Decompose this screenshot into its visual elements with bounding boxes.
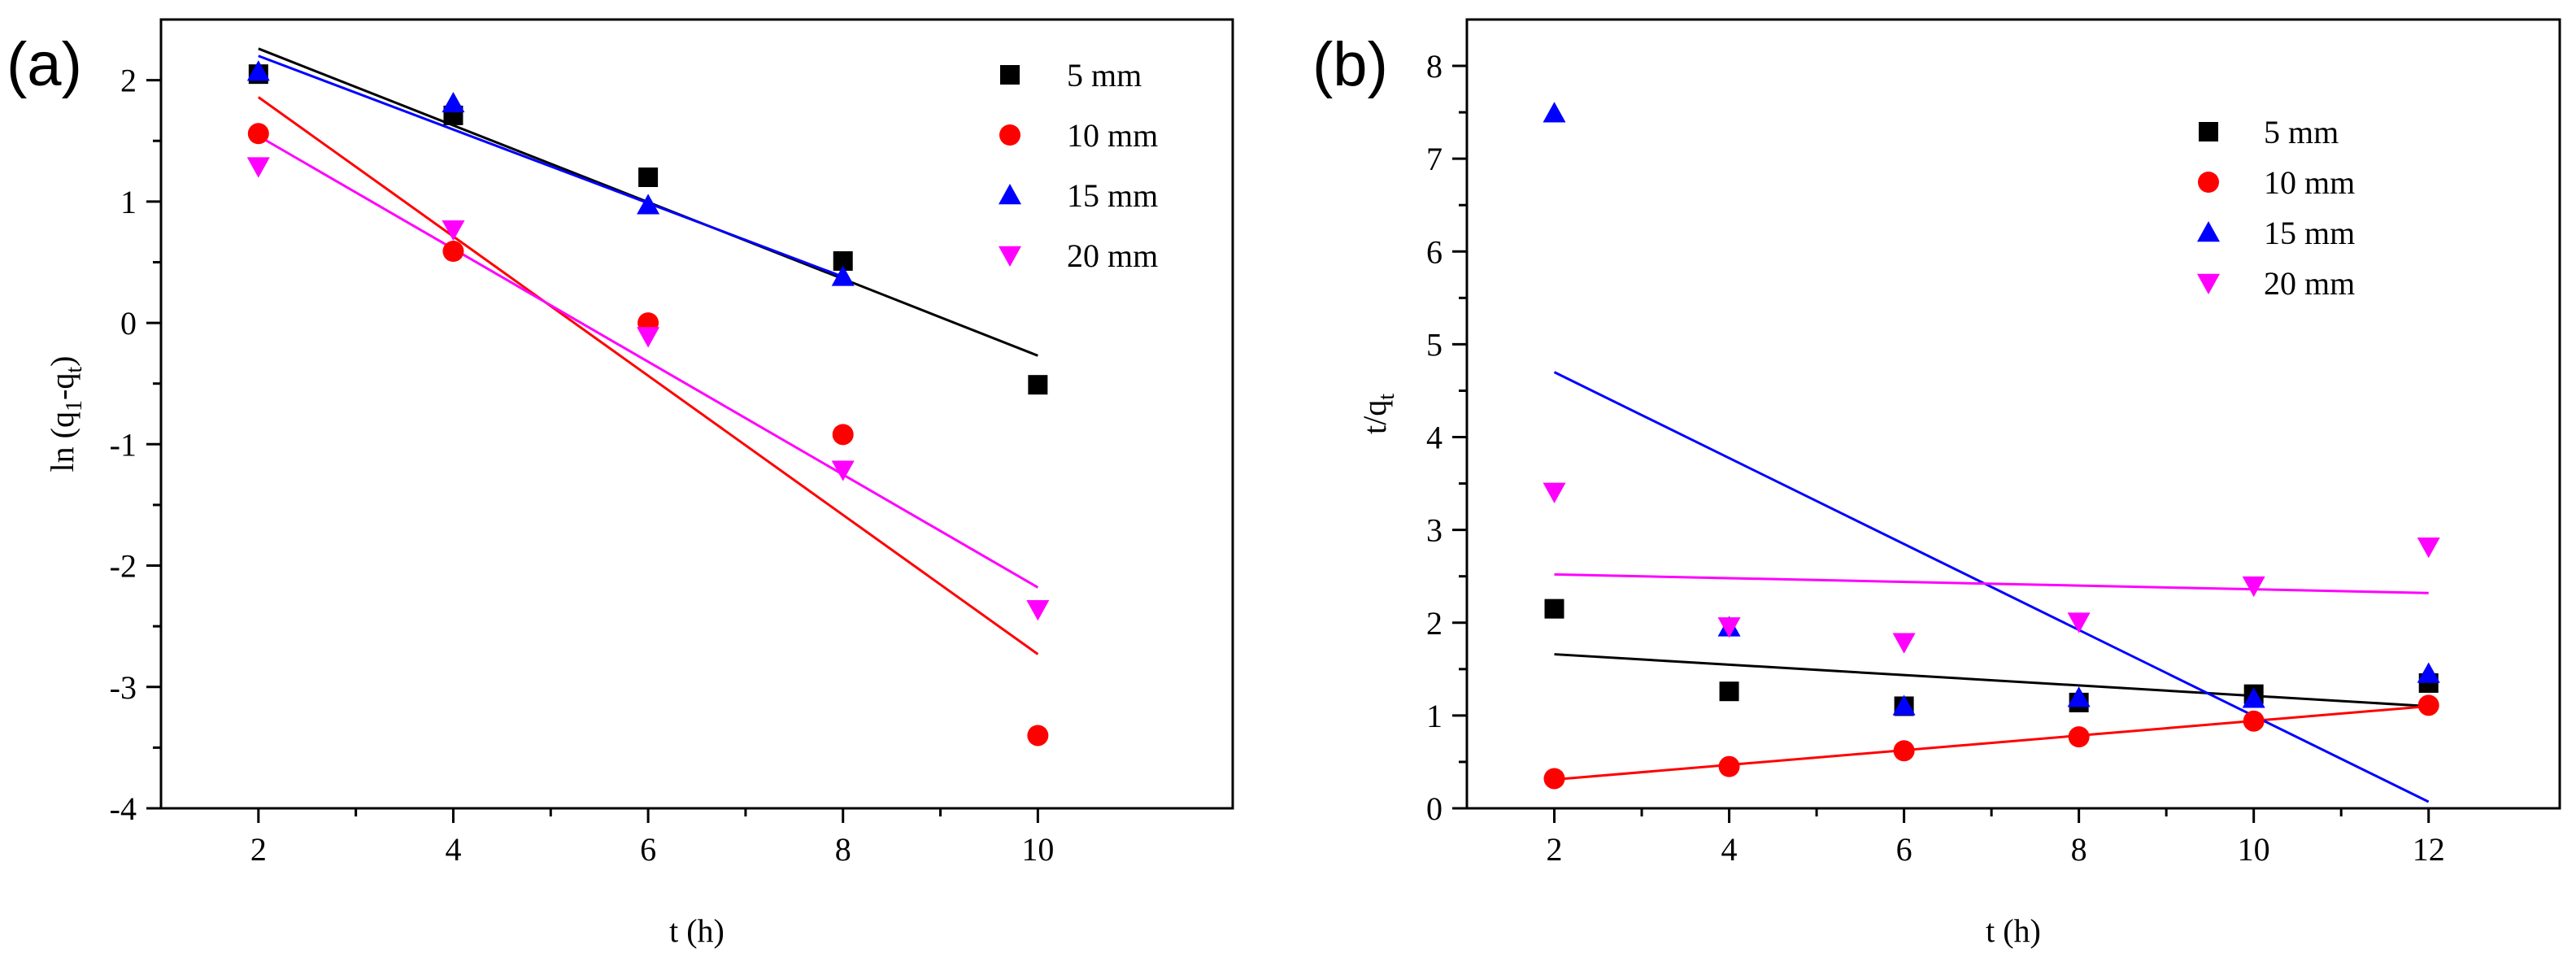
legend-label: 15 mm bbox=[1067, 177, 1158, 214]
legend-label: 15 mm bbox=[2264, 215, 2355, 251]
fit-line bbox=[1554, 572, 2429, 594]
plot-frame bbox=[159, 18, 1234, 810]
data-point bbox=[2417, 694, 2439, 716]
y-tick-label: -4 bbox=[110, 790, 137, 827]
data-point bbox=[442, 91, 465, 113]
plot-frame bbox=[1465, 18, 2561, 810]
legend-marker bbox=[999, 184, 1021, 205]
y-tick-label: -2 bbox=[110, 548, 137, 585]
legend-label: 10 mm bbox=[1067, 117, 1158, 154]
y-tick-label: 3 bbox=[1426, 512, 1442, 549]
panel-label: (b) bbox=[1312, 30, 1388, 99]
data-point bbox=[247, 123, 269, 145]
x-tick-label: 10 bbox=[2238, 831, 2270, 868]
data-point bbox=[1719, 681, 1739, 702]
data-point bbox=[2417, 537, 2440, 559]
data-point bbox=[637, 327, 660, 348]
legend-label: 10 mm bbox=[2264, 164, 2355, 201]
panel-label: (a) bbox=[7, 30, 82, 99]
x-axis-label: t (h) bbox=[1986, 912, 2041, 949]
data-point bbox=[1027, 725, 1049, 747]
legend-marker bbox=[2198, 172, 2219, 193]
x-axis-label: t (h) bbox=[669, 912, 724, 949]
y-tick-label: 0 bbox=[1426, 790, 1442, 827]
y-tick-label: 1 bbox=[1426, 698, 1442, 734]
data-point bbox=[1892, 633, 1916, 654]
fit-line bbox=[258, 54, 844, 278]
data-point bbox=[831, 460, 855, 481]
data-point bbox=[2067, 686, 2091, 707]
data-point bbox=[2242, 576, 2265, 598]
data-point bbox=[246, 60, 270, 81]
legend-marker bbox=[2197, 221, 2220, 242]
x-tick-label: 6 bbox=[1896, 831, 1912, 868]
fit-line bbox=[1553, 371, 2430, 803]
y-tick-label: -1 bbox=[110, 426, 137, 463]
y-tick-label: -3 bbox=[110, 669, 137, 706]
y-axis-label: ln (q1-qt) bbox=[44, 356, 87, 472]
data-point bbox=[831, 265, 855, 286]
legend-label: 5 mm bbox=[1067, 57, 1142, 94]
fit-line bbox=[258, 134, 1039, 589]
x-tick-label: 10 bbox=[1021, 831, 1054, 868]
legend-marker bbox=[999, 246, 1021, 267]
x-tick-label: 8 bbox=[835, 831, 851, 868]
x-tick-label: 8 bbox=[2071, 831, 2087, 868]
fit-line bbox=[257, 96, 1039, 655]
x-tick-label: 6 bbox=[640, 831, 656, 868]
data-point bbox=[2067, 612, 2091, 633]
x-tick-label: 2 bbox=[1547, 831, 1563, 868]
data-point bbox=[1543, 768, 1565, 790]
y-tick-label: 4 bbox=[1426, 420, 1442, 456]
fit-line bbox=[1554, 653, 2429, 707]
y-tick-label: 5 bbox=[1426, 326, 1442, 363]
legend-marker bbox=[999, 124, 1020, 146]
chart-panel-a: 2 4 6 8 10 -4 -3 -2 -1 0 1 2 t (h) ln (q1-qt) (a) 5 mm 1… bbox=[7, 18, 1234, 949]
x-tick-label: 4 bbox=[1721, 831, 1738, 868]
data-point bbox=[1543, 102, 1566, 123]
x-tick-label: 12 bbox=[2413, 831, 2445, 868]
legend-label: 20 mm bbox=[1067, 237, 1158, 274]
data-point bbox=[1717, 617, 1741, 638]
data-point bbox=[1543, 482, 1566, 503]
y-tick-label: 0 bbox=[120, 305, 137, 342]
y-axis-label: t/qt bbox=[1356, 394, 1399, 434]
y-tick-label: 2 bbox=[1426, 605, 1442, 642]
data-point bbox=[637, 194, 660, 215]
data-point bbox=[2243, 710, 2265, 732]
legend-marker bbox=[1000, 65, 1020, 85]
data-point bbox=[2417, 662, 2440, 683]
y-tick-label: 8 bbox=[1426, 48, 1442, 85]
data-point bbox=[1718, 755, 1740, 777]
y-tick-label: 6 bbox=[1426, 233, 1442, 270]
data-point bbox=[1893, 740, 1915, 762]
data-point bbox=[1544, 599, 1564, 619]
data-point bbox=[832, 424, 854, 446]
y-tick-label: 1 bbox=[120, 184, 137, 220]
data-point bbox=[2242, 687, 2265, 708]
y-tick-label: 2 bbox=[120, 63, 137, 99]
data-point bbox=[638, 168, 659, 187]
x-tick-label: 4 bbox=[445, 831, 461, 868]
data-point bbox=[1026, 600, 1050, 621]
fit-line bbox=[1554, 704, 2429, 781]
data-point bbox=[2068, 726, 2090, 748]
data-point bbox=[1028, 375, 1048, 395]
data-point bbox=[442, 241, 464, 263]
data-point bbox=[1892, 694, 1916, 716]
legend-label: 5 mm bbox=[2264, 114, 2339, 150]
legend-label: 20 mm bbox=[2264, 265, 2355, 302]
data-point bbox=[246, 157, 270, 178]
legend-marker bbox=[2197, 273, 2220, 294]
x-tick-label: 2 bbox=[250, 831, 267, 868]
legend-marker bbox=[2199, 122, 2218, 141]
data-point bbox=[442, 220, 465, 242]
y-tick-label: 7 bbox=[1426, 141, 1442, 177]
